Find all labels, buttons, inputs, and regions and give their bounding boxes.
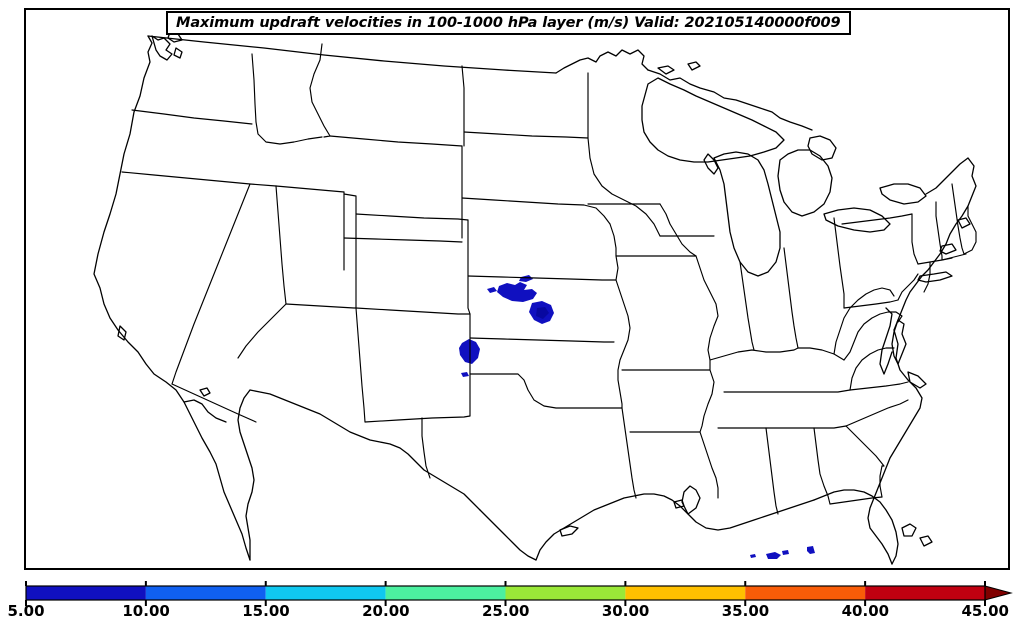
colorbar-extend-max-arrow [984, 585, 1013, 601]
colorbar-tick-label: 25.00 [482, 602, 530, 620]
map-title-box: Maximum updraft velocities in 100-1000 h… [166, 11, 851, 35]
colorbar-canvas [25, 581, 1013, 606]
kansas-updraft-cluster-south [529, 301, 554, 324]
colorbar-tick-label: 20.00 [362, 602, 410, 620]
colorbar-segment [26, 586, 146, 600]
colorbar-tick-label: 45.00 [961, 602, 1009, 620]
colorbar-tick-label: 30.00 [601, 602, 650, 620]
gulf-coast-updraft-specks [750, 546, 815, 559]
colorbar: 5.00 10.00 15.00 20.00 25.00 30.00 35.00 40.00 4… [0, 578, 1033, 632]
colorbar-segment [745, 586, 866, 600]
colorbar-outline [25, 585, 986, 601]
colorbar-tick-label: 10.00 [122, 602, 170, 620]
colorbar-segment [865, 586, 985, 600]
colorbar-segment [265, 586, 386, 600]
colorbar-segment [385, 586, 506, 600]
colorbar-segments [26, 585, 1013, 601]
page-title: Maximum updraft velocities in 100-1000 h… [176, 15, 841, 31]
colorbar-segment [625, 586, 746, 600]
map-canvas [26, 10, 1008, 568]
colorbar-segment [145, 586, 266, 600]
coastlines-and-borders [93, 31, 977, 565]
kansas-updraft-cluster-north [487, 275, 537, 302]
colorbar-segment [505, 586, 626, 600]
colorbar-ticks [25, 581, 986, 606]
colorbar-tick-label: 40.00 [841, 602, 890, 620]
state-boundaries [121, 43, 977, 515]
map-panel [24, 8, 1010, 570]
colorbar-tick-label: 5.00 [7, 602, 45, 620]
colorbar-tick-label: 35.00 [721, 602, 770, 620]
colorbar-tick-label: 15.00 [242, 602, 290, 620]
